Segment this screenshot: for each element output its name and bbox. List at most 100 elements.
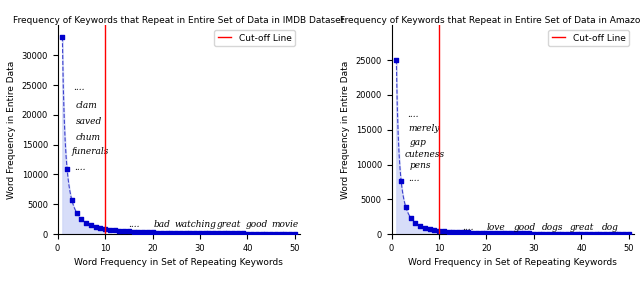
- Cut-off Line: [435, 232, 443, 236]
- Point: [529, 231, 539, 236]
- Text: gap: gap: [410, 138, 426, 147]
- Point: [147, 230, 157, 235]
- Point: [266, 231, 276, 236]
- Point: [515, 231, 525, 236]
- Point: [486, 231, 497, 235]
- Point: [609, 232, 620, 236]
- Point: [223, 231, 234, 236]
- Point: [90, 225, 100, 229]
- Point: [280, 232, 291, 236]
- Point: [72, 210, 82, 215]
- Text: ....: ....: [407, 110, 419, 119]
- Point: [429, 228, 440, 232]
- Text: movie: movie: [272, 220, 299, 229]
- Text: ....: ....: [73, 83, 84, 92]
- Point: [271, 231, 281, 236]
- Point: [214, 231, 224, 236]
- Point: [95, 226, 106, 230]
- Point: [195, 231, 205, 235]
- Point: [406, 215, 416, 220]
- Point: [424, 227, 435, 231]
- Point: [114, 228, 124, 233]
- Point: [524, 231, 534, 236]
- Point: [219, 231, 229, 236]
- Point: [415, 224, 425, 228]
- Text: cuteness: cuteness: [405, 149, 445, 158]
- Point: [624, 232, 634, 236]
- Text: clam: clam: [76, 101, 97, 110]
- Y-axis label: Word Frequency in Entire Data: Word Frequency in Entire Data: [341, 61, 350, 199]
- Point: [57, 35, 67, 39]
- Point: [572, 232, 582, 236]
- Point: [62, 167, 72, 171]
- Point: [619, 232, 629, 236]
- Point: [152, 230, 163, 235]
- Text: good: good: [513, 222, 536, 232]
- Point: [138, 230, 148, 234]
- Point: [605, 232, 615, 236]
- Point: [119, 229, 129, 233]
- Point: [534, 231, 544, 236]
- Text: watching: watching: [174, 220, 216, 229]
- Point: [180, 231, 191, 235]
- Point: [467, 230, 477, 235]
- Point: [209, 231, 220, 235]
- Point: [124, 229, 134, 234]
- Point: [600, 232, 611, 236]
- Text: merely: merely: [408, 124, 440, 133]
- Point: [510, 231, 520, 236]
- Point: [247, 231, 257, 236]
- Point: [472, 230, 482, 235]
- Point: [552, 232, 563, 236]
- Cut-off Line: [101, 232, 109, 236]
- Point: [458, 230, 468, 235]
- Text: dogs: dogs: [542, 222, 564, 232]
- X-axis label: Word Frequency in Set of Repeating Keywords: Word Frequency in Set of Repeating Keywo…: [74, 258, 283, 267]
- Point: [614, 232, 625, 236]
- Title: Frequency of Keywords that Repeat in Entire Set of Data in Amazon Dataset: Frequency of Keywords that Repeat in Ent…: [340, 16, 640, 25]
- Point: [562, 232, 572, 236]
- Point: [591, 232, 601, 236]
- Point: [233, 231, 243, 236]
- Point: [237, 231, 248, 236]
- Y-axis label: Word Frequency in Entire Data: Word Frequency in Entire Data: [7, 61, 16, 199]
- Text: pens: pens: [410, 161, 431, 170]
- Point: [401, 205, 411, 210]
- Point: [243, 231, 253, 236]
- Cut-off Line: [101, 232, 109, 236]
- Text: good: good: [246, 220, 268, 229]
- Point: [186, 231, 196, 235]
- Point: [204, 231, 214, 235]
- Point: [434, 228, 444, 233]
- Point: [567, 232, 577, 236]
- Text: love: love: [486, 222, 506, 232]
- Point: [595, 232, 605, 236]
- Point: [105, 228, 115, 232]
- Point: [453, 230, 463, 234]
- Point: [228, 231, 238, 236]
- Point: [176, 231, 186, 235]
- Text: great: great: [216, 220, 241, 229]
- Point: [505, 231, 515, 235]
- Point: [438, 229, 449, 233]
- Point: [290, 232, 300, 236]
- Point: [261, 231, 271, 236]
- Point: [252, 231, 262, 236]
- Point: [133, 230, 143, 234]
- Point: [171, 231, 181, 235]
- Text: ....: ....: [462, 222, 473, 232]
- Text: dog: dog: [602, 222, 618, 232]
- Point: [491, 231, 501, 235]
- Point: [257, 231, 267, 236]
- Text: bad: bad: [154, 220, 170, 229]
- Point: [448, 230, 458, 234]
- Text: ....: ....: [128, 220, 140, 229]
- Point: [462, 230, 472, 235]
- Cut-off Line: [435, 232, 443, 236]
- Point: [162, 230, 172, 235]
- Legend: Cut-off Line: Cut-off Line: [214, 30, 295, 46]
- Point: [495, 231, 506, 235]
- Text: chum: chum: [76, 133, 100, 142]
- Point: [157, 230, 167, 235]
- Text: funerals: funerals: [72, 147, 109, 156]
